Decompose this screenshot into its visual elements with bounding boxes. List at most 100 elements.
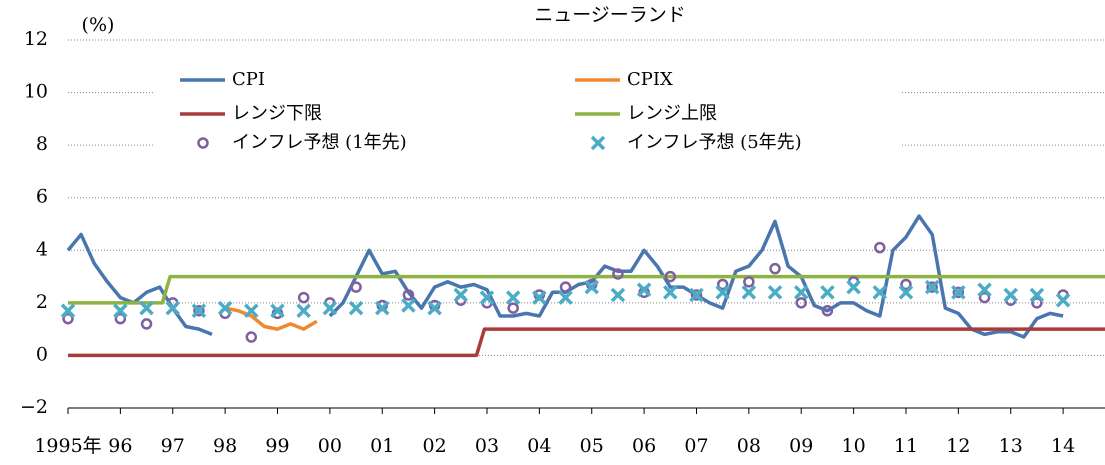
marker-x (191, 303, 207, 318)
marker-circle (402, 289, 415, 301)
x-tick-label: 11 (894, 435, 918, 457)
marker-circle (193, 304, 205, 317)
marker-x (846, 279, 861, 295)
marker-circle (1031, 297, 1043, 309)
x-tick-label: 06 (632, 435, 656, 457)
marker-x (590, 135, 606, 151)
marker-x (322, 300, 338, 316)
marker-x (401, 298, 416, 313)
marker-circle (900, 278, 912, 291)
x-tick-label: 02 (423, 435, 447, 457)
x-tick-label: 97 (161, 435, 185, 457)
marker-x (217, 300, 233, 316)
marker-circle (769, 262, 781, 275)
x-tick-label: 07 (684, 435, 708, 457)
marker-x (977, 282, 992, 297)
marker-x (741, 285, 757, 300)
marker-x (1003, 287, 1018, 303)
y-tick-label: 12 (24, 28, 48, 50)
x-tick-label: 01 (370, 435, 394, 457)
x-tick-label: 08 (737, 435, 761, 457)
marker-x (663, 285, 678, 300)
y-tick-label: 4 (36, 238, 48, 260)
y-tick-label: 0 (36, 343, 48, 365)
marker-x (584, 279, 599, 295)
marker-circle (926, 281, 938, 293)
x-tick-label: 96 (108, 435, 132, 457)
marker-circle (716, 278, 729, 291)
marker-x (296, 303, 311, 318)
marker-x (165, 300, 180, 316)
marker-circle (114, 312, 127, 325)
legend-label: CPI (232, 69, 265, 90)
y-tick-label: 2 (36, 291, 48, 313)
marker-x (767, 285, 783, 300)
marker-circle (559, 281, 572, 293)
series-line (68, 327, 1105, 358)
marker-x (113, 303, 128, 318)
marker-circle (507, 302, 519, 314)
marker-circle (743, 276, 755, 288)
x-tick-label: 04 (527, 435, 551, 457)
series-line (224, 306, 318, 331)
marker-x (532, 290, 547, 305)
marker-circle (795, 297, 807, 309)
marker-x (872, 285, 888, 300)
legend-label: インフレ予想 (1年先) (232, 132, 407, 153)
series-line (68, 274, 1105, 305)
x-tick-label: 13 (999, 435, 1023, 457)
marker-circle (664, 270, 677, 283)
marker-x (244, 303, 259, 318)
marker-circle (197, 137, 209, 149)
marker-x (820, 285, 835, 300)
marker-circle (62, 312, 74, 325)
marker-x (636, 282, 652, 297)
marker-x (348, 300, 364, 316)
marker-x (610, 287, 626, 303)
marker-circle (245, 331, 258, 343)
y-axis-label: (%) (82, 14, 115, 36)
marker-x (479, 290, 495, 305)
x-tick-label: 00 (318, 435, 342, 457)
x-tick-label: 98 (213, 435, 237, 457)
marker-circle (874, 241, 886, 254)
marker-x (505, 290, 521, 305)
chart-title: ニュージーランド (534, 4, 686, 26)
marker-x (270, 303, 285, 318)
marker-x (139, 300, 154, 316)
x-tick-label: 09 (789, 435, 813, 457)
marker-x (951, 285, 966, 300)
legend-background (155, 66, 900, 160)
marker-circle (690, 289, 703, 301)
marker-circle (612, 268, 624, 280)
legend-label: レンジ下限 (232, 103, 322, 124)
plot (60, 214, 1105, 358)
x-tick-label: 03 (475, 435, 499, 457)
x-tick-label: 99 (265, 435, 289, 457)
marker-circle (350, 281, 362, 293)
legend-label: レンジ上限 (627, 103, 717, 124)
marker-x (375, 300, 390, 316)
legend-label: CPIX (627, 69, 673, 90)
y-tick-label: 10 (24, 81, 48, 103)
marker-x (453, 287, 469, 303)
marker-circle (978, 291, 991, 304)
y-tick-label: −2 (20, 396, 48, 418)
legend-label: インフレ予想 (5年先) (627, 132, 802, 153)
marker-x (793, 285, 809, 300)
marker-circle (140, 318, 153, 330)
marker-circle (821, 304, 834, 317)
marker-x (558, 290, 573, 305)
x-tick-label: 12 (946, 435, 970, 457)
marker-circle (297, 291, 310, 304)
x-tick-label: 14 (1051, 435, 1075, 457)
x-tick-label: 05 (580, 435, 604, 457)
y-tick-label: 8 (36, 133, 48, 155)
marker-x (427, 300, 442, 316)
marker-x (60, 303, 76, 318)
x-tick-label: 1995年 (34, 435, 101, 457)
marker-x (898, 285, 914, 300)
